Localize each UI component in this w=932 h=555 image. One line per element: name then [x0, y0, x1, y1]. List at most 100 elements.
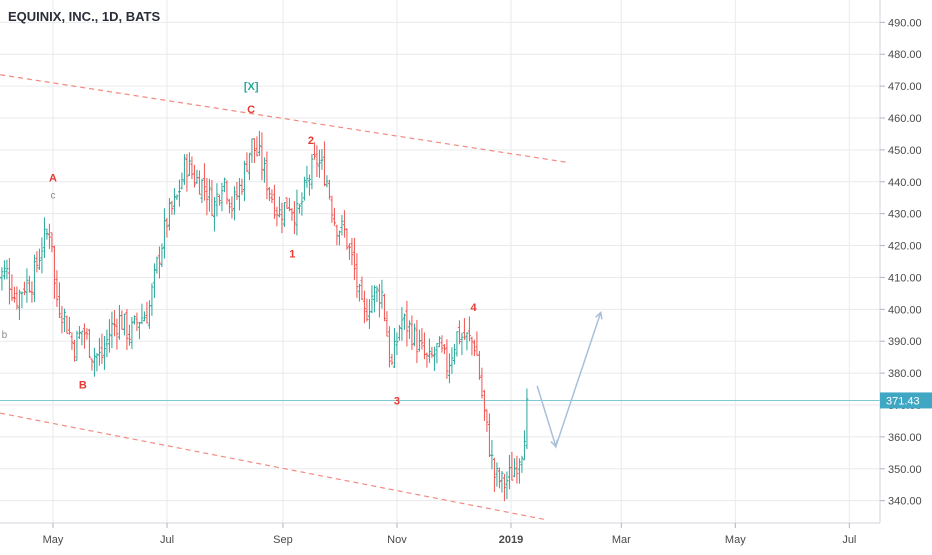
ohlc-bar[interactable] — [350, 238, 354, 266]
ohlc-bar[interactable] — [102, 336, 106, 370]
ohlc-bar[interactable] — [167, 198, 171, 231]
ohlc-bar[interactable] — [440, 335, 444, 353]
ohlc-bar[interactable] — [470, 336, 474, 356]
ohlc-bar[interactable] — [375, 285, 379, 303]
ohlc-bar[interactable] — [182, 154, 186, 185]
ohlc-bar[interactable] — [322, 141, 326, 187]
ohlc-bar[interactable] — [372, 285, 376, 313]
ohlc-bar[interactable] — [27, 275, 31, 293]
ohlc-bar[interactable] — [410, 315, 414, 350]
ohlc-bar[interactable] — [75, 330, 79, 361]
ohlc-bar[interactable] — [115, 318, 119, 350]
ohlc-bar[interactable] — [217, 194, 221, 206]
ohlc-bar[interactable] — [277, 196, 281, 218]
trendlines[interactable] — [0, 73, 570, 521]
ohlc-bar[interactable] — [525, 388, 529, 450]
ohlc-bar[interactable] — [370, 285, 374, 314]
ohlc-bar[interactable] — [362, 290, 366, 324]
trendline[interactable] — [0, 411, 547, 521]
ohlc-bar[interactable] — [52, 245, 56, 299]
ohlc-bar[interactable] — [110, 311, 114, 349]
ohlc-bar[interactable] — [492, 457, 496, 492]
ohlc-bar[interactable] — [2, 260, 6, 280]
ohlc-bar[interactable] — [367, 299, 371, 329]
ohlc-bar[interactable] — [337, 230, 341, 246]
ohlc-bar[interactable] — [172, 188, 176, 215]
ohlc-bar[interactable] — [42, 217, 46, 258]
ohlc-bar[interactable] — [180, 172, 184, 190]
ohlc-bar[interactable] — [387, 326, 391, 368]
ohlc-bar[interactable] — [435, 343, 439, 364]
ohlc-bar[interactable] — [290, 208, 294, 221]
ohlc-bar[interactable] — [85, 328, 89, 340]
ohlc-bar[interactable] — [210, 180, 214, 217]
ohlc-bar[interactable] — [515, 455, 519, 484]
ohlc-bar[interactable] — [60, 305, 64, 334]
ohlc-bar[interactable] — [467, 316, 471, 342]
ohlc-bar[interactable] — [95, 352, 99, 372]
ohlc-bar[interactable] — [232, 186, 236, 221]
ohlc-bar[interactable] — [65, 315, 69, 334]
ohlc-bar[interactable] — [392, 328, 396, 368]
ohlc-bar[interactable] — [242, 160, 246, 202]
ohlc-bar[interactable] — [447, 353, 451, 384]
ohlc-bar[interactable] — [32, 254, 36, 302]
ohlc-bar[interactable] — [325, 175, 329, 188]
ohlc-bar[interactable] — [405, 300, 409, 347]
ohlc-bar[interactable] — [475, 331, 479, 356]
ohlc-bar[interactable] — [37, 248, 41, 270]
ohlc-bar[interactable] — [97, 337, 101, 366]
ohlc-bar[interactable] — [507, 454, 511, 490]
ohlc-bar[interactable] — [47, 223, 51, 249]
ohlc-bar[interactable] — [237, 178, 241, 211]
ohlc-bar[interactable] — [442, 344, 446, 355]
ohlc-bar[interactable] — [140, 303, 144, 325]
ohlc-bar[interactable] — [505, 471, 509, 500]
ohlc-bar[interactable] — [72, 339, 76, 362]
ohlc-bar[interactable] — [105, 329, 109, 358]
ohlc-bar[interactable] — [390, 353, 394, 366]
ohlc-bar[interactable] — [335, 224, 339, 246]
ohlc-bar[interactable] — [257, 130, 261, 156]
ohlc-bar[interactable] — [420, 327, 424, 350]
ohlc-bar[interactable] — [7, 258, 11, 305]
ohlc-bar[interactable] — [230, 196, 234, 219]
ohlc-bar[interactable] — [317, 149, 321, 178]
ohlc-bar[interactable] — [295, 189, 299, 236]
ohlc-bar[interactable] — [260, 132, 264, 181]
ohlc-bar[interactable] — [20, 291, 24, 309]
ohlc-bar[interactable] — [117, 304, 121, 340]
ohlc-bar[interactable] — [352, 237, 356, 280]
ohlc-bar[interactable] — [437, 336, 441, 348]
projection-arrow[interactable] — [536, 311, 603, 449]
ohlc-bar[interactable] — [235, 181, 239, 201]
ohlc-bar[interactable] — [310, 154, 314, 190]
ohlc-bar[interactable] — [92, 347, 96, 377]
ohlc-bar[interactable] — [360, 276, 364, 301]
projection-path[interactable] — [536, 312, 602, 449]
ohlc-bar[interactable] — [252, 138, 256, 164]
ohlc-bar[interactable] — [395, 332, 399, 356]
ohlc-bar[interactable] — [342, 210, 346, 238]
ohlc-bar[interactable] — [460, 332, 464, 356]
ohlc-bar[interactable] — [482, 389, 486, 421]
ohlc-bar[interactable] — [197, 170, 201, 195]
ohlc-bar[interactable] — [205, 178, 209, 216]
ohlc-bar[interactable] — [292, 201, 296, 234]
ohlc-bar[interactable] — [320, 149, 324, 170]
ohlc-bar[interactable] — [25, 268, 29, 303]
time-axis[interactable]: May Jul Sep Nov 2019 Mar May Jul — [0, 522, 880, 546]
ohlc-bar[interactable] — [40, 237, 44, 274]
ohlc-bar[interactable] — [297, 203, 301, 214]
ohlc-bar[interactable] — [145, 301, 149, 324]
ohlc-bar[interactable] — [202, 163, 206, 201]
ohlc-bar[interactable] — [407, 320, 411, 339]
ohlc-bar[interactable] — [422, 332, 426, 360]
ohlc-bar[interactable] — [402, 313, 406, 330]
ohlc-bar[interactable] — [245, 152, 249, 173]
ohlc-bar[interactable] — [512, 458, 516, 478]
ohlc-bar[interactable] — [175, 194, 179, 200]
ohlc-bar[interactable] — [357, 283, 361, 302]
ohlc-bar[interactable] — [495, 462, 499, 487]
